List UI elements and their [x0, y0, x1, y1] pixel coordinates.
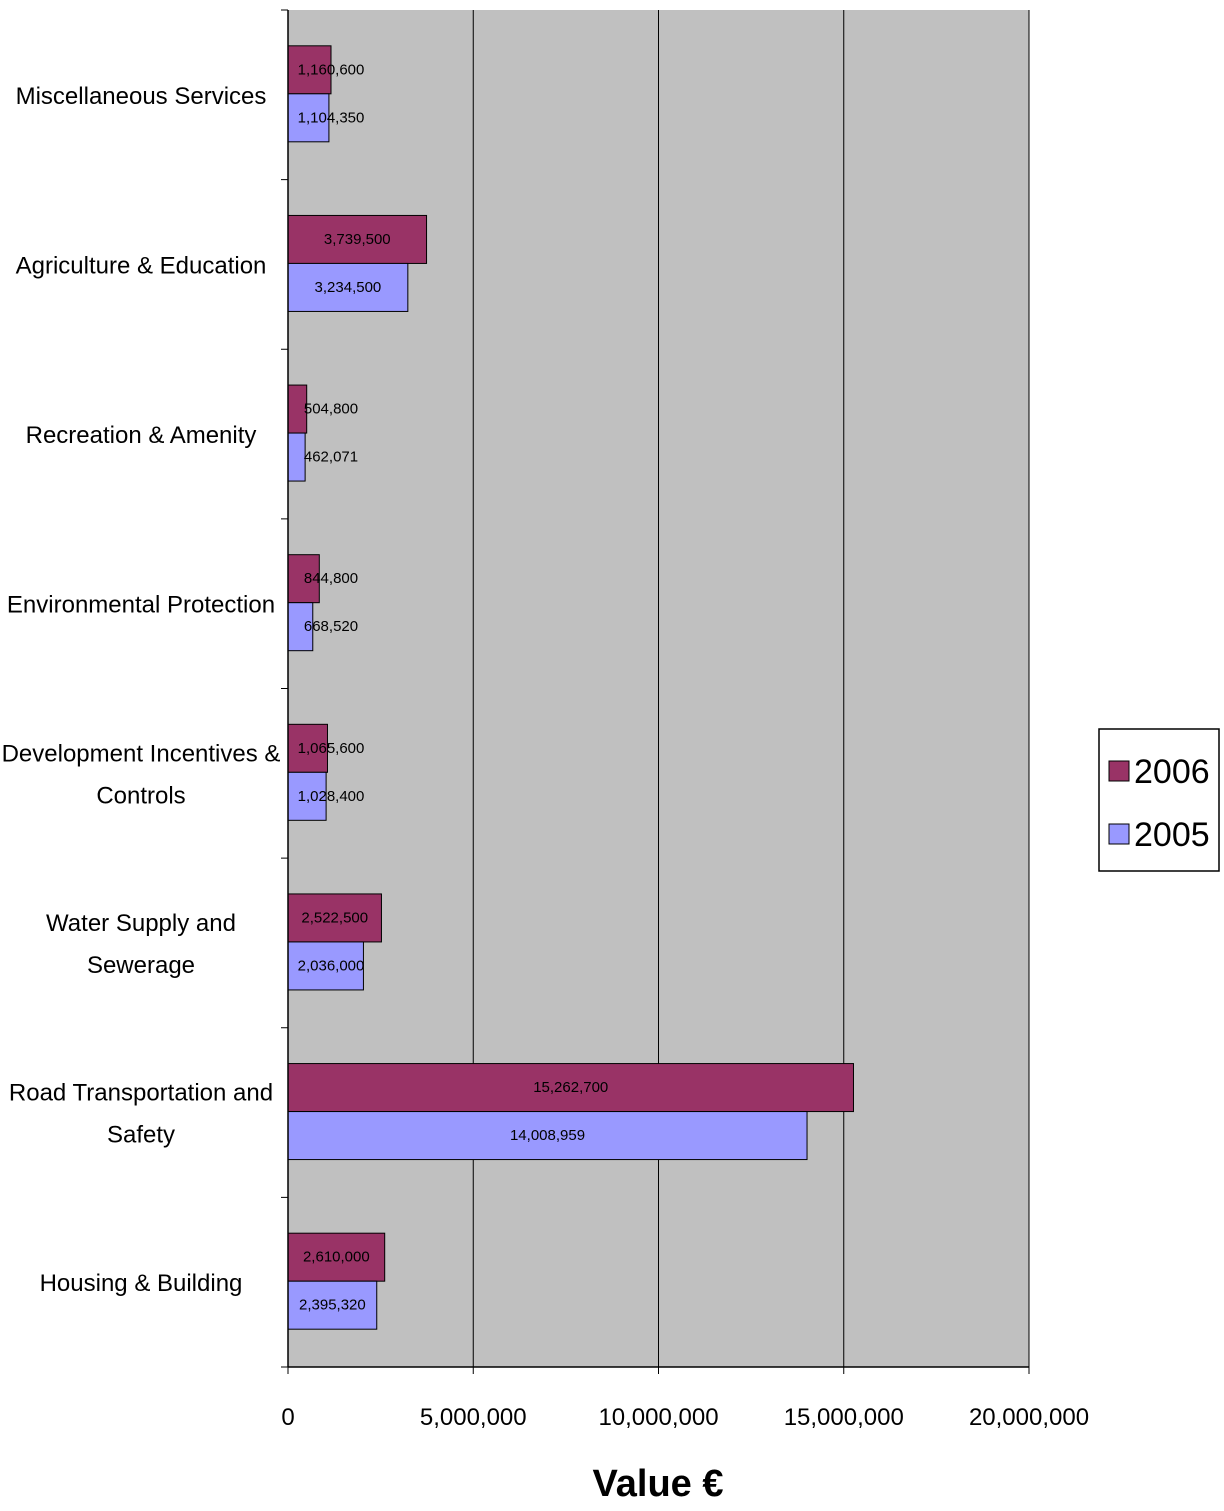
category-label: Recreation & Amenity [26, 422, 257, 449]
category-label: Environmental Protection [7, 592, 275, 619]
x-tick-label: 0 [281, 1404, 294, 1431]
value-label: 14,008,959 [510, 1127, 585, 1144]
legend-swatch-2006 [1108, 760, 1130, 782]
value-label: 668,520 [304, 618, 358, 635]
value-label: 2,610,000 [303, 1249, 370, 1266]
value-label: 1,104,350 [298, 109, 365, 126]
category-label: Development Incentives & Controls [2, 740, 281, 809]
bars [287, 45, 854, 1330]
legend-box [1098, 728, 1220, 872]
value-label: 15,262,700 [533, 1079, 608, 1096]
category-label: Housing & Building [40, 1270, 243, 1297]
value-label: 3,739,500 [324, 231, 391, 248]
bar-2005 [287, 93, 330, 143]
value-label: 844,800 [304, 570, 358, 587]
value-label: 462,071 [304, 449, 358, 466]
category-labels: Miscellaneous Services Agriculture & Educ… [2, 83, 281, 1297]
category-label: Miscellaneous Services [16, 83, 267, 110]
legend: 2006 2005 [1098, 728, 1220, 872]
bar-2005 [287, 771, 327, 821]
value-label: 2,395,320 [299, 1297, 366, 1314]
category-label: Agriculture & Education [16, 252, 267, 279]
value-label: 504,800 [304, 401, 358, 418]
x-tick-label: 20,000,000 [969, 1404, 1089, 1431]
bar-2005 [287, 1111, 808, 1161]
bar-2006 [287, 214, 428, 264]
value-label: 2,522,500 [301, 909, 368, 926]
value-labels: 1,160,600 1,104,350 3,739,500 3,234,500 504,… [298, 61, 609, 1313]
value-label: 3,234,500 [315, 279, 382, 296]
x-tick-label: 15,000,000 [784, 1404, 904, 1431]
legend-label: 2005 [1134, 816, 1210, 854]
bar-2005 [287, 432, 306, 482]
category-label: Water Supply and Sewerage [46, 910, 236, 979]
bar-2006 [287, 723, 328, 773]
x-axis: 0 5,000,000 10,000,000 15,000,000 20,000,000 [281, 1366, 1089, 1431]
x-tick-label: 5,000,000 [420, 1404, 527, 1431]
legend-label: 2006 [1134, 753, 1210, 791]
value-label: 1,065,600 [298, 740, 365, 757]
bar-2006 [287, 893, 382, 943]
y-axis [281, 9, 289, 1368]
bar-2005 [287, 941, 364, 991]
value-label: 1,160,600 [298, 61, 365, 78]
value-label: 2,036,000 [298, 957, 365, 974]
category-label: Road Transportation and Safety [9, 1080, 273, 1149]
legend-swatch-2005 [1108, 823, 1130, 845]
x-axis-title: Value € [593, 1463, 724, 1505]
bar-2006 [287, 1063, 854, 1113]
x-tick-label: 10,000,000 [598, 1404, 718, 1431]
value-label: 1,028,400 [298, 788, 365, 805]
